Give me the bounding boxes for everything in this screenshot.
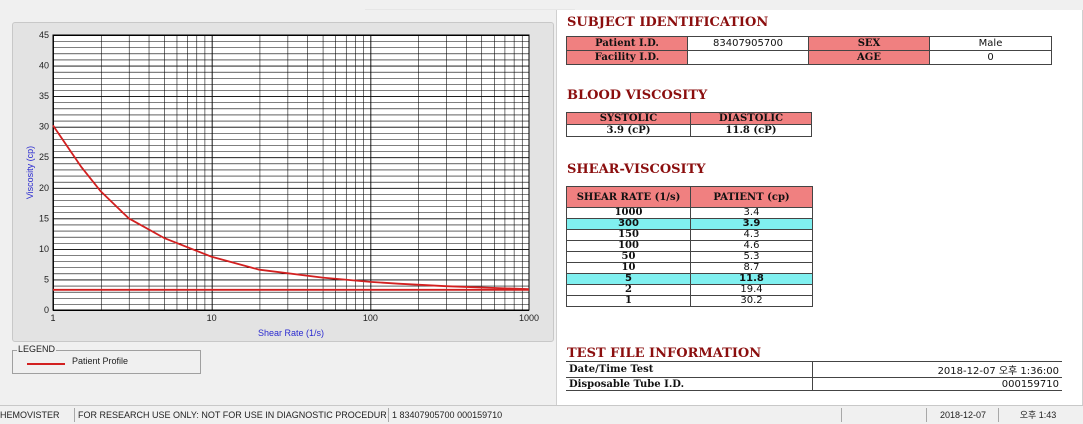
status-record: 1 83407905700 000159710 (388, 408, 838, 422)
patient-cp-cell: 4.3 (690, 229, 813, 241)
facility-label: Facility I.D. (566, 50, 688, 65)
test-file-table: Date/Time Test 2018-12-07 오후 1:36:00 Dis… (566, 361, 1062, 391)
table-row: 50 5.3 (566, 251, 813, 263)
y-tick-label: 20 (39, 183, 49, 193)
shear-rate-cell: 100 (566, 240, 691, 252)
patient-cp-cell: 3.4 (690, 207, 813, 219)
table-row: Disposable Tube I.D. 000159710 (566, 377, 1062, 391)
plot-area (52, 34, 530, 311)
shear-rate-cell: 5 (566, 273, 691, 285)
y-tick-label: 15 (39, 213, 49, 223)
y-tick-label: 25 (39, 152, 49, 162)
y-axis-label: Viscosity (cp) (25, 146, 35, 199)
legend-item-label: Patient Profile (72, 356, 129, 366)
table-row: 1000 3.4 (566, 207, 813, 219)
subject-title: SUBJECT IDENTIFICATION (567, 15, 769, 30)
patient-cp-cell: 4.6 (690, 240, 813, 252)
shear-rate-cell: 1 (566, 295, 691, 307)
y-tick-label: 45 (39, 30, 49, 40)
table-row: 150 4.3 (566, 229, 813, 241)
patient-cp-cell: 3.9 (690, 218, 813, 230)
patient-cp-cell: 5.3 (690, 251, 813, 263)
age-label: AGE (808, 50, 930, 65)
shear-rate-cell: 1000 (566, 207, 691, 219)
test-file-title: TEST FILE INFORMATION (567, 346, 762, 361)
shear-rate-header: SHEAR RATE (1/s) (566, 186, 691, 208)
report-panel: SUBJECT IDENTIFICATION Patient I.D. 8340… (556, 10, 1083, 405)
shear-rate-cell: 2 (566, 284, 691, 296)
tube-id-label: Disposable Tube I.D. (566, 377, 813, 391)
status-empty-pane (841, 408, 925, 422)
status-app-name: HEMOVISTER (0, 410, 60, 420)
x-axis-label: Shear Rate (1/s) (258, 328, 324, 338)
table-row: SHEAR RATE (1/s) PATIENT (cp) (566, 186, 813, 208)
x-tick-label: 10 (207, 313, 217, 323)
sex-label: SEX (808, 36, 930, 51)
datetime-value: 2018-12-07 오후 1:36:00 (812, 361, 1062, 378)
y-tick-label: 30 (39, 122, 49, 132)
age-value: 0 (929, 50, 1052, 65)
viscosity-chart: 0 5 10 15 20 25 30 35 40 45 1 10 100 1000 Shear Rate (… (25, 30, 539, 338)
x-tick-label: 1 (50, 313, 55, 323)
patient-id-value: 83407905700 (687, 36, 809, 51)
patient-cp-cell: 8.7 (690, 262, 813, 274)
patient-cp-cell: 11.8 (690, 273, 813, 285)
table-row: Patient I.D. 83407905700 SEX Male (566, 36, 1052, 51)
status-time: 오후 1:43 (998, 408, 1074, 422)
table-row: 3.9 (cP) 11.8 (cP) (566, 124, 812, 137)
patient-id-label: Patient I.D. (566, 36, 688, 51)
diastolic-value: 11.8 (cP) (690, 124, 812, 137)
patient-profile-line (52, 124, 530, 291)
table-row: 5 11.8 (566, 273, 813, 285)
shear-rate-cell: 300 (566, 218, 691, 230)
shear-rate-cell: 50 (566, 251, 691, 263)
x-tick-label: 1000 (519, 313, 539, 323)
blood-viscosity-title: BLOOD VISCOSITY (567, 88, 708, 103)
table-row: Date/Time Test 2018-12-07 오후 1:36:00 (566, 361, 1062, 378)
diastolic-label: DIASTOLIC (690, 112, 812, 125)
patient-cp-cell: 30.2 (690, 295, 813, 307)
subject-table: Patient I.D. 83407905700 SEX Male Facili… (566, 36, 1052, 65)
table-row: Facility I.D. AGE 0 (566, 50, 1052, 65)
datetime-label: Date/Time Test (566, 361, 813, 378)
legend: LEGEND Patient Profile (12, 344, 201, 374)
plot-frame: 0 5 10 15 20 25 30 35 40 45 1 10 100 1000 Shear Rate (… (12, 22, 554, 342)
table-row: 100 4.6 (566, 240, 813, 252)
shear-viscosity-title: SHEAR-VISCOSITY (567, 162, 706, 177)
status-date: 2018-12-07 (926, 408, 996, 422)
status-notice: FOR RESEARCH USE ONLY: NOT FOR USE IN DI… (74, 408, 386, 422)
table-row: 300 3.9 (566, 218, 813, 230)
x-tick-label: 100 (363, 313, 378, 323)
y-tick-label: 10 (39, 244, 49, 254)
systolic-label: SYSTOLIC (566, 112, 691, 125)
y-tick-label: 40 (39, 61, 49, 71)
shear-rate-cell: 10 (566, 262, 691, 274)
systolic-value: 3.9 (cP) (566, 124, 691, 137)
y-tick-label: 0 (44, 305, 49, 315)
status-bar: HEMOVISTER FOR RESEARCH USE ONLY: NOT FO… (0, 405, 1083, 424)
y-tick-label: 35 (39, 91, 49, 101)
blood-viscosity-table: SYSTOLIC DIASTOLIC 3.9 (cP) 11.8 (cP) (566, 112, 812, 137)
sex-value: Male (929, 36, 1052, 51)
table-row: 10 8.7 (566, 262, 813, 274)
patient-cp-header: PATIENT (cp) (690, 186, 813, 208)
chart-panel: 0 5 10 15 20 25 30 35 40 45 1 10 100 1000 Shear Rate (… (0, 10, 556, 405)
legend-line-swatch (27, 363, 65, 365)
table-row: 1 30.2 (566, 295, 813, 307)
y-tick-label: 5 (44, 274, 49, 284)
table-row: 2 19.4 (566, 284, 813, 296)
tube-id-value: 000159710 (812, 377, 1062, 391)
facility-value (687, 50, 809, 65)
table-row: SYSTOLIC DIASTOLIC (566, 112, 812, 125)
patient-cp-cell: 19.4 (690, 284, 813, 296)
shear-viscosity-table: SHEAR RATE (1/s) PATIENT (cp) 1000 3.4 300… (566, 186, 813, 307)
top-tab-divider (365, 9, 575, 10)
top-strip (0, 0, 1083, 10)
shear-rate-cell: 150 (566, 229, 691, 241)
legend-title: LEGEND (17, 344, 57, 354)
